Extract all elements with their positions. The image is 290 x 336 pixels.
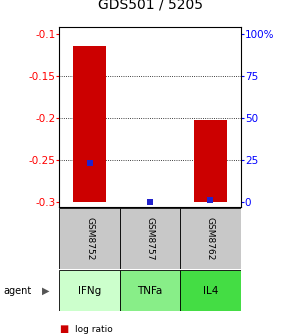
Text: IL4: IL4 [203,286,218,296]
Text: GSM8762: GSM8762 [206,217,215,260]
Text: GDS501 / 5205: GDS501 / 5205 [97,0,203,12]
Text: IFNg: IFNg [78,286,101,296]
Text: GSM8757: GSM8757 [146,217,155,260]
Bar [120,208,180,269]
Text: ▶: ▶ [42,286,50,296]
Bar [59,208,120,269]
Text: agent: agent [3,286,31,296]
Bar [73,46,106,202]
Bar [120,270,180,311]
Text: log ratio: log ratio [75,325,113,334]
Text: ■: ■ [59,324,69,334]
Bar [180,270,241,311]
Bar [59,270,120,311]
Bar [180,208,241,269]
Text: TNFa: TNFa [137,286,163,296]
Text: GSM8752: GSM8752 [85,217,94,260]
Bar [194,120,227,202]
